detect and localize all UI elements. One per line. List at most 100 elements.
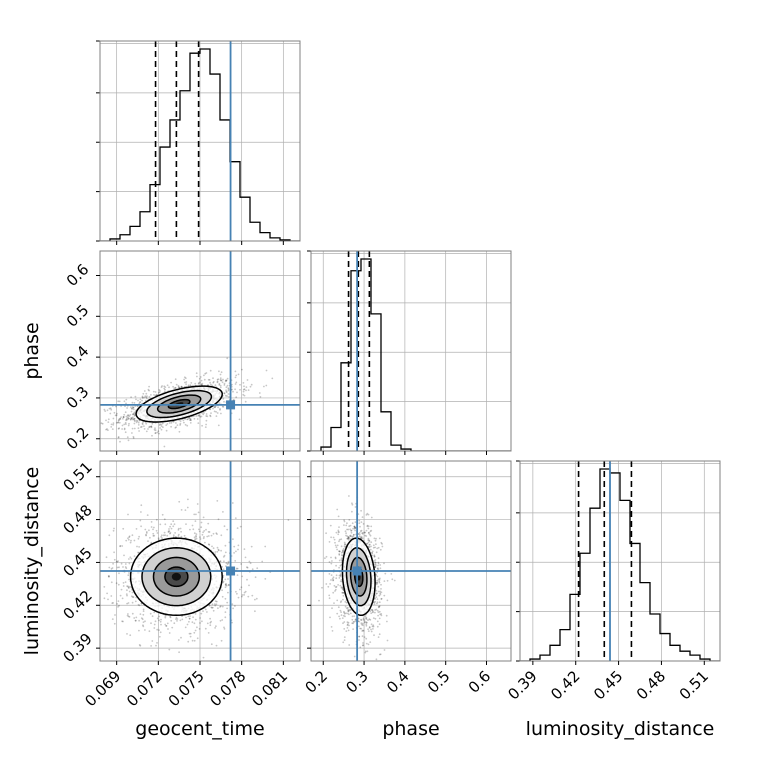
scatter-point xyxy=(335,531,338,534)
scatter-point xyxy=(380,598,383,600)
scatter-point xyxy=(214,627,217,629)
scatter-point xyxy=(207,378,210,381)
scatter-point xyxy=(371,625,374,628)
scatter-point xyxy=(125,539,128,542)
scatter-point xyxy=(150,622,152,625)
x-tick-label-phase: 0.2 xyxy=(301,667,331,697)
scatter-point xyxy=(211,603,214,606)
scatter-point xyxy=(367,643,370,646)
scatter-point xyxy=(369,548,372,551)
scatter-point xyxy=(376,620,379,623)
scatter-point xyxy=(129,556,132,559)
scatter-point xyxy=(122,416,125,418)
scatter-point xyxy=(222,580,225,583)
scatter-point xyxy=(349,609,352,612)
scatter-point xyxy=(374,539,377,542)
scatter-point xyxy=(127,615,130,618)
scatter-point xyxy=(179,527,182,530)
scatter-point xyxy=(224,584,227,586)
scatter-point xyxy=(173,523,176,526)
scatter-point xyxy=(343,639,346,641)
scatter-point xyxy=(231,621,233,624)
scatter-point xyxy=(142,392,145,395)
scatter-point xyxy=(321,586,323,589)
scatter-point xyxy=(141,423,144,426)
scatter-point xyxy=(208,543,211,546)
y-tick-label-luminosity_distance: 0.48 xyxy=(59,501,95,537)
scatter-point xyxy=(159,390,161,392)
scatter-point xyxy=(217,518,220,521)
scatter-point xyxy=(328,541,331,543)
scatter-point xyxy=(365,514,368,516)
scatter-point xyxy=(328,561,331,563)
scatter-point xyxy=(138,619,141,622)
scatter-point xyxy=(148,426,151,429)
scatter-point xyxy=(163,387,166,390)
scatter-point xyxy=(226,357,229,360)
scatter-point xyxy=(200,415,203,418)
scatter-point xyxy=(143,396,146,399)
scatter-point xyxy=(109,412,112,415)
scatter-point xyxy=(137,537,140,540)
scatter-point xyxy=(338,574,341,577)
scatter-point xyxy=(158,432,161,435)
scatter-point xyxy=(213,406,216,408)
scatter-point xyxy=(349,612,352,615)
scatter-point xyxy=(224,544,227,547)
scatter-point xyxy=(340,557,343,560)
scatter-point xyxy=(209,621,212,624)
scatter-point xyxy=(380,583,382,586)
scatter-point xyxy=(108,575,110,578)
scatter-point xyxy=(340,551,343,554)
scatter-point xyxy=(121,428,123,430)
scatter-point xyxy=(342,641,345,644)
scatter-point xyxy=(328,594,331,597)
scatter-point xyxy=(194,618,197,621)
scatter-point xyxy=(200,612,203,615)
scatter-point xyxy=(341,588,344,590)
scatter-point xyxy=(345,612,347,615)
scatter-point xyxy=(217,406,220,409)
scatter-point xyxy=(364,620,366,623)
scatter-point xyxy=(215,415,218,417)
scatter-point xyxy=(115,421,118,424)
scatter-point xyxy=(132,596,135,598)
scatter-point xyxy=(203,378,206,381)
scatter-point xyxy=(363,531,366,534)
histogram-phase xyxy=(311,258,511,451)
scatter-point xyxy=(365,624,368,627)
scatter-point xyxy=(365,535,368,537)
scatter-point xyxy=(126,418,129,421)
scatter-point xyxy=(365,637,368,640)
scatter-point xyxy=(140,511,142,513)
scatter-point xyxy=(374,594,377,597)
scatter-point xyxy=(165,625,168,627)
scatter-point xyxy=(351,618,354,621)
scatter-point xyxy=(242,382,245,384)
scatter-point xyxy=(164,616,167,619)
scatter-point xyxy=(328,597,331,600)
scatter-point xyxy=(374,566,377,569)
scatter-point xyxy=(223,554,226,557)
scatter-point xyxy=(347,629,350,632)
scatter-point xyxy=(198,377,201,380)
scatter-point xyxy=(241,575,244,578)
scatter-point xyxy=(219,619,222,622)
scatter-point xyxy=(196,375,198,378)
scatter-point xyxy=(369,543,371,546)
scatter-point xyxy=(141,396,144,399)
scatter-point xyxy=(365,623,368,626)
scatter-point xyxy=(168,632,171,634)
scatter-point xyxy=(207,632,210,634)
scatter-point xyxy=(357,533,360,535)
scatter-point xyxy=(287,519,290,521)
scatter-point xyxy=(378,610,381,613)
scatter-point xyxy=(166,423,169,425)
scatter-point xyxy=(361,635,364,638)
scatter-point xyxy=(142,621,145,623)
scatter-point xyxy=(226,391,228,393)
scatter-point xyxy=(130,557,133,560)
scatter-point xyxy=(254,598,256,601)
scatter-point xyxy=(225,379,228,382)
scatter-point xyxy=(354,527,357,529)
